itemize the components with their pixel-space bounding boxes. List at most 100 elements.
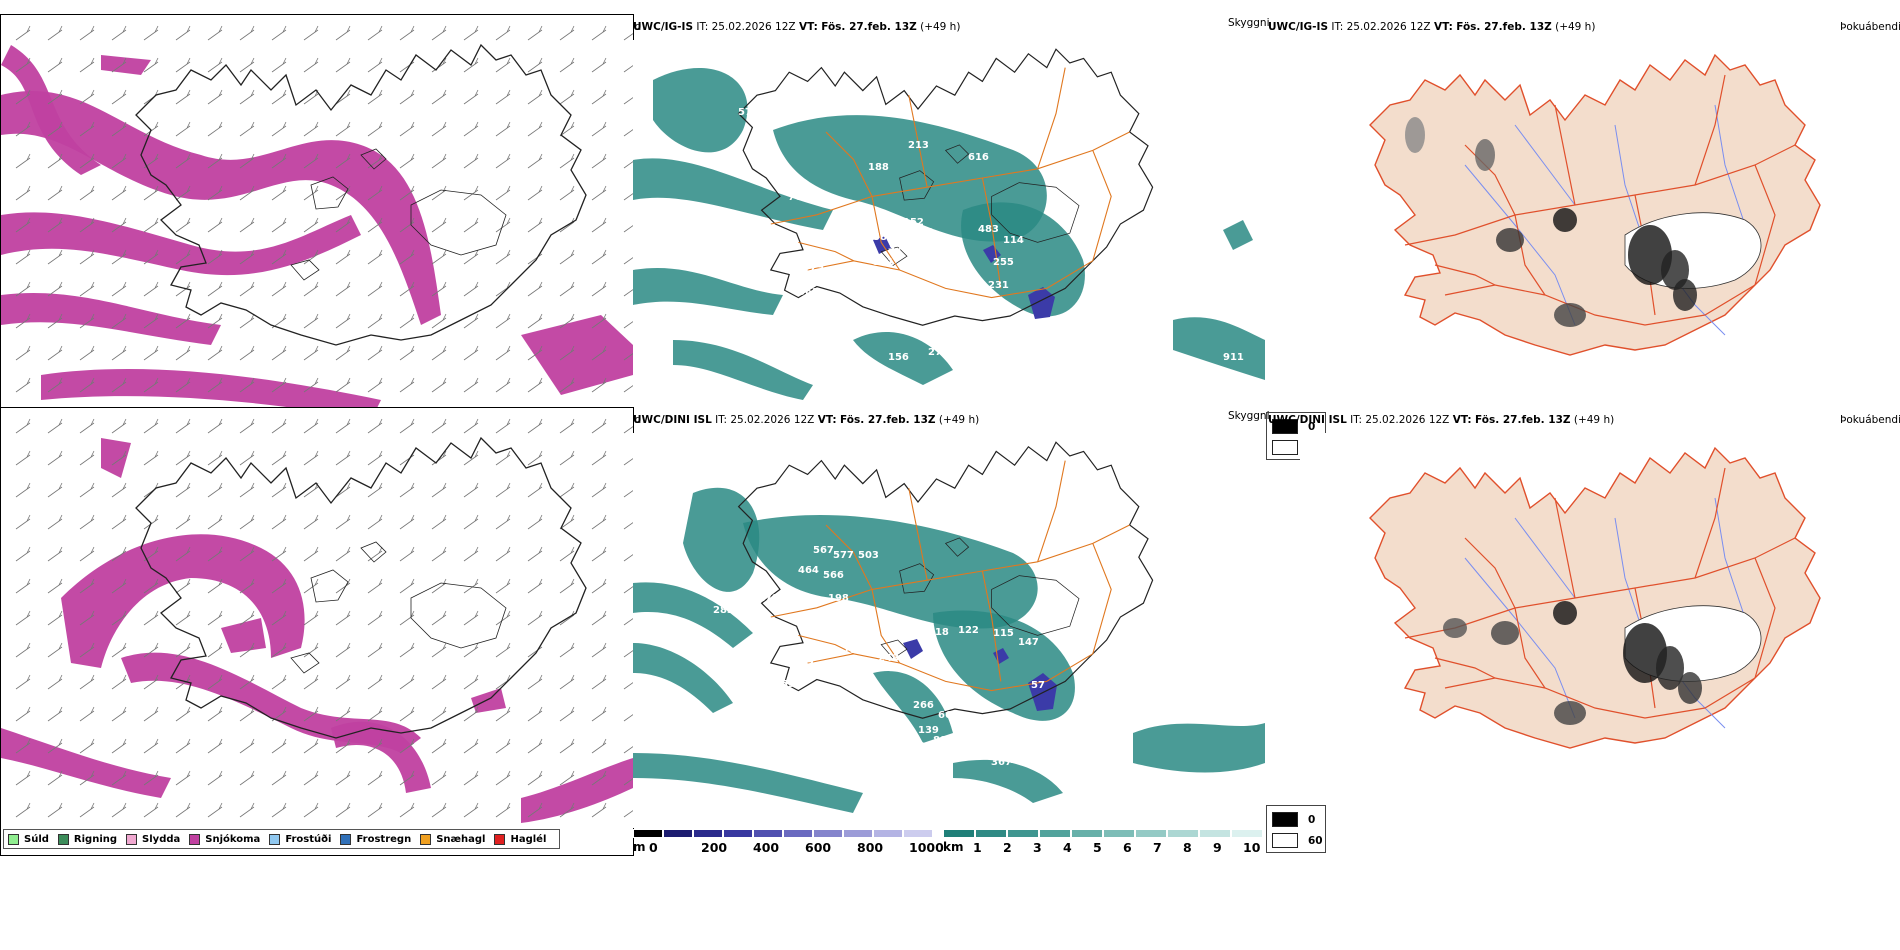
- wind-barb: [47, 249, 63, 265]
- wind-barb: [431, 313, 447, 329]
- wind-barb: [79, 281, 95, 297]
- wind-barb: [175, 546, 191, 562]
- wind-barb: [175, 450, 191, 466]
- wind-barb: [271, 217, 287, 233]
- wind-barb: [591, 546, 607, 562]
- wind-barb: [463, 610, 479, 626]
- low-ceiling-area: [903, 639, 923, 659]
- fog-legend-item: 0: [1272, 419, 1315, 434]
- ceiling-value-label: 706: [728, 595, 749, 606]
- wind-barb: [271, 738, 287, 754]
- colorbar-segment: [663, 829, 693, 838]
- wind-barb: [111, 674, 127, 690]
- wind-barb: [335, 313, 351, 329]
- valid-time: Fös. 27.feb. 13Z: [1474, 414, 1571, 426]
- wind-barb: [239, 482, 255, 498]
- wind-barb: [527, 89, 543, 105]
- wind-barb: [239, 642, 255, 658]
- ceiling-value-label: 379: [873, 270, 894, 281]
- wind-barb: [79, 121, 95, 137]
- colorbar-tick: 200: [701, 840, 728, 855]
- snow-area: [1, 212, 361, 276]
- wind-barb: [47, 25, 63, 41]
- river: [1464, 557, 1576, 719]
- colorbar-segment: [873, 829, 903, 838]
- wind-barb: [271, 377, 287, 393]
- ceiling-value-label: 718: [928, 627, 949, 638]
- wind-barb: [559, 450, 575, 466]
- wind-barb: [47, 185, 63, 201]
- colorbar-segment: [753, 829, 783, 838]
- snow-area: [1, 90, 441, 325]
- glacier-outline: [880, 246, 908, 266]
- wind-barb: [591, 770, 607, 786]
- wind-barb: [559, 418, 575, 434]
- wind-barb: [559, 377, 575, 393]
- wind-barb: [463, 514, 479, 530]
- wind-barb: [495, 57, 511, 73]
- low-visibility-area: [873, 671, 953, 743]
- ceiling-value-label: 255: [993, 257, 1014, 268]
- wind-barb: [79, 706, 95, 722]
- wind-barb: [367, 89, 383, 105]
- wind-barb: [143, 802, 159, 818]
- low-visibility-area: [633, 582, 753, 648]
- wind-barb: [111, 89, 127, 105]
- fog-index-map: [1300, 40, 1860, 440]
- wind-barb: [559, 482, 575, 498]
- valid-time-label: VT:: [817, 414, 837, 426]
- snow-area: [521, 758, 633, 823]
- wind-barb: [591, 249, 607, 265]
- wind-barb: [463, 281, 479, 297]
- wind-barb: [239, 514, 255, 530]
- ceiling-value-label: 188: [868, 162, 889, 173]
- low-visibility-area: [673, 340, 813, 400]
- wind-barb: [239, 281, 255, 297]
- wind-barb: [271, 121, 287, 137]
- wind-barb: [559, 249, 575, 265]
- wind-barb: [143, 377, 159, 393]
- wind-barb: [495, 121, 511, 137]
- wind-barb: [47, 482, 63, 498]
- wind-barb: [463, 345, 479, 361]
- fog-panel-title: UWC/IG-IS IT: 25.02.2026 12Z VT: Fös. 27…: [1268, 21, 1595, 34]
- wind-barb: [175, 25, 191, 41]
- glacier-outline: [410, 582, 507, 649]
- snow-area: [471, 688, 506, 713]
- glacier-outline: [944, 537, 970, 557]
- iceland-outline: [135, 43, 587, 346]
- legend-label: Slydda: [142, 833, 181, 845]
- wind-barb: [463, 217, 479, 233]
- low-visibility-area: [633, 267, 783, 315]
- wind-barb: [15, 482, 31, 498]
- wind-barb: [111, 546, 127, 562]
- wind-barb: [367, 121, 383, 137]
- wind-barb: [399, 217, 415, 233]
- wind-barb: [335, 185, 351, 201]
- wind-barb: [47, 610, 63, 626]
- wind-barb: [111, 578, 127, 594]
- wind-barb: [335, 610, 351, 626]
- wind-barb: [495, 418, 511, 434]
- wind-barb: [111, 249, 127, 265]
- wind-barb: [367, 802, 383, 818]
- ceiling-value-label: 344: [918, 260, 939, 271]
- wind-barb: [175, 578, 191, 594]
- wind-barb: [527, 57, 543, 73]
- wind-barb: [367, 249, 383, 265]
- ceiling-value-label: 271: [928, 347, 949, 358]
- colorbar-tick: 10: [1243, 840, 1261, 855]
- wind-barb: [303, 450, 319, 466]
- wind-barb: [271, 610, 287, 626]
- wind-barb: [79, 89, 95, 105]
- cloud-label: Skyggni: [1228, 410, 1270, 422]
- wind-barb: [15, 121, 31, 137]
- wind-barb: [239, 546, 255, 562]
- wind-barb: [239, 121, 255, 137]
- cloud-label: Skyggni: [1228, 17, 1270, 29]
- wind-barb: [303, 345, 319, 361]
- colorbar-tick: 2: [1003, 840, 1012, 855]
- wind-barb: [143, 450, 159, 466]
- snow-area: [1, 728, 171, 798]
- wind-barb: [79, 674, 95, 690]
